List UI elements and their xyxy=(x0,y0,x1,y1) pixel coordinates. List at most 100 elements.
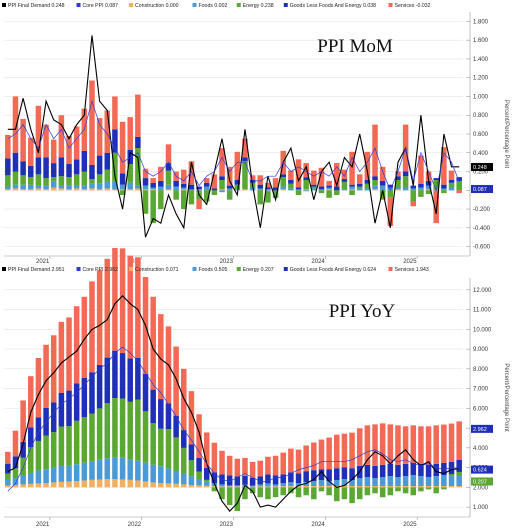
bar-goods-less-foods-and-energy xyxy=(448,179,455,183)
bar-construction xyxy=(89,188,95,191)
bar-foods xyxy=(104,180,111,189)
bar-foods xyxy=(265,483,271,487)
bar-energy xyxy=(28,177,34,185)
bar-foods xyxy=(119,184,126,190)
bar-construction xyxy=(43,189,49,191)
bar-goods-less-foods-and-energy xyxy=(349,468,355,481)
bar-services xyxy=(303,445,309,472)
bar-services xyxy=(326,180,332,186)
bar-energy xyxy=(96,174,103,184)
bar-foods xyxy=(425,185,432,190)
bar-foods xyxy=(280,186,286,190)
bar-services xyxy=(318,439,325,470)
bar-services xyxy=(73,306,80,384)
legend-entry: Services 1.943 xyxy=(395,267,429,273)
bar-goods-less-foods-and-energy xyxy=(96,155,103,175)
value-tag xyxy=(471,424,493,433)
bar-foods xyxy=(188,476,195,486)
bar-construction xyxy=(165,483,172,488)
y-tick-label: 7.000 xyxy=(473,387,489,393)
bar-energy xyxy=(318,190,325,194)
bar-services xyxy=(295,449,302,474)
legend-entry: Construction 0.071 xyxy=(135,267,179,273)
bar-services xyxy=(272,455,279,476)
bar-construction xyxy=(203,485,210,488)
bar-construction xyxy=(28,189,34,191)
bar-energy xyxy=(188,190,195,205)
y-tick-label: 1.800 xyxy=(473,19,489,25)
bar-energy xyxy=(150,423,156,465)
bar-foods xyxy=(135,185,141,189)
bar-goods-less-foods-and-energy xyxy=(28,427,34,448)
bar-energy xyxy=(418,487,424,492)
bar-services xyxy=(356,174,363,184)
bar-goods-less-foods-and-energy xyxy=(119,173,126,185)
bar-construction xyxy=(242,189,248,191)
bar-construction xyxy=(119,479,126,488)
bar-foods xyxy=(50,467,57,483)
bar-goods-less-foods-and-energy xyxy=(173,415,179,438)
bar-goods-less-foods-and-energy xyxy=(456,459,462,472)
bar-energy xyxy=(226,487,233,506)
bar-energy xyxy=(43,435,49,470)
bar-energy xyxy=(387,190,394,198)
bar-construction xyxy=(96,479,103,488)
bar-energy xyxy=(402,487,409,494)
bar-goods-less-foods-and-energy xyxy=(395,464,401,478)
bar-construction xyxy=(165,189,172,191)
bar-services xyxy=(234,458,241,477)
bar-energy xyxy=(203,190,210,202)
bar-energy xyxy=(249,487,256,494)
x-tick-label: 2022 xyxy=(128,259,142,265)
bar-construction xyxy=(127,189,133,191)
bar-energy xyxy=(448,182,455,188)
bar-services xyxy=(188,391,195,445)
bar-goods-less-foods-and-energy xyxy=(203,182,210,187)
bar-construction xyxy=(334,485,340,488)
bar-foods xyxy=(66,465,72,482)
legend-swatch xyxy=(283,267,288,271)
bar-goods-less-foods-and-energy xyxy=(104,357,111,404)
bar-foods xyxy=(5,186,11,190)
bar-foods xyxy=(295,189,302,191)
bar-foods xyxy=(303,190,309,192)
bar-goods-less-foods-and-energy xyxy=(257,476,264,485)
bar-goods-less-foods-and-energy xyxy=(249,179,256,183)
bar-foods xyxy=(395,477,401,486)
bar-goods-less-foods-and-energy xyxy=(219,176,225,180)
bar-foods xyxy=(35,470,42,484)
bar-goods-less-foods-and-energy xyxy=(334,186,340,191)
bar-services xyxy=(364,425,371,465)
bar-foods xyxy=(402,187,409,191)
bar-services xyxy=(66,317,72,391)
bar-foods xyxy=(272,484,279,487)
bar-energy xyxy=(303,487,309,496)
y-tick-label: 0.200 xyxy=(473,170,489,176)
bar-services xyxy=(364,151,371,180)
bar-energy xyxy=(379,487,386,498)
bar-foods xyxy=(127,182,133,190)
bar-foods xyxy=(43,469,49,484)
bar-services xyxy=(295,159,302,188)
bar-services xyxy=(96,118,103,156)
bar-construction xyxy=(211,486,218,488)
bar-services xyxy=(372,424,378,466)
bar-construction xyxy=(150,189,156,191)
bar-goods-less-foods-and-energy xyxy=(341,467,348,480)
y-tick-label: 12.000 xyxy=(473,288,492,294)
bar-services xyxy=(334,434,340,469)
bar-energy xyxy=(234,184,241,190)
bar-services xyxy=(257,460,264,477)
x-tick-label: 2021 xyxy=(36,259,50,265)
y-tick-label: 1.000 xyxy=(473,94,489,100)
bar-construction xyxy=(104,479,111,488)
bar-goods-less-foods-and-energy xyxy=(234,179,241,185)
bar-goods-less-foods-and-energy xyxy=(402,171,409,177)
bar-foods xyxy=(28,472,34,484)
bar-foods xyxy=(135,460,141,481)
bar-services xyxy=(234,151,241,180)
bar-energy xyxy=(28,447,34,473)
bar-goods-less-foods-and-energy xyxy=(66,164,72,178)
